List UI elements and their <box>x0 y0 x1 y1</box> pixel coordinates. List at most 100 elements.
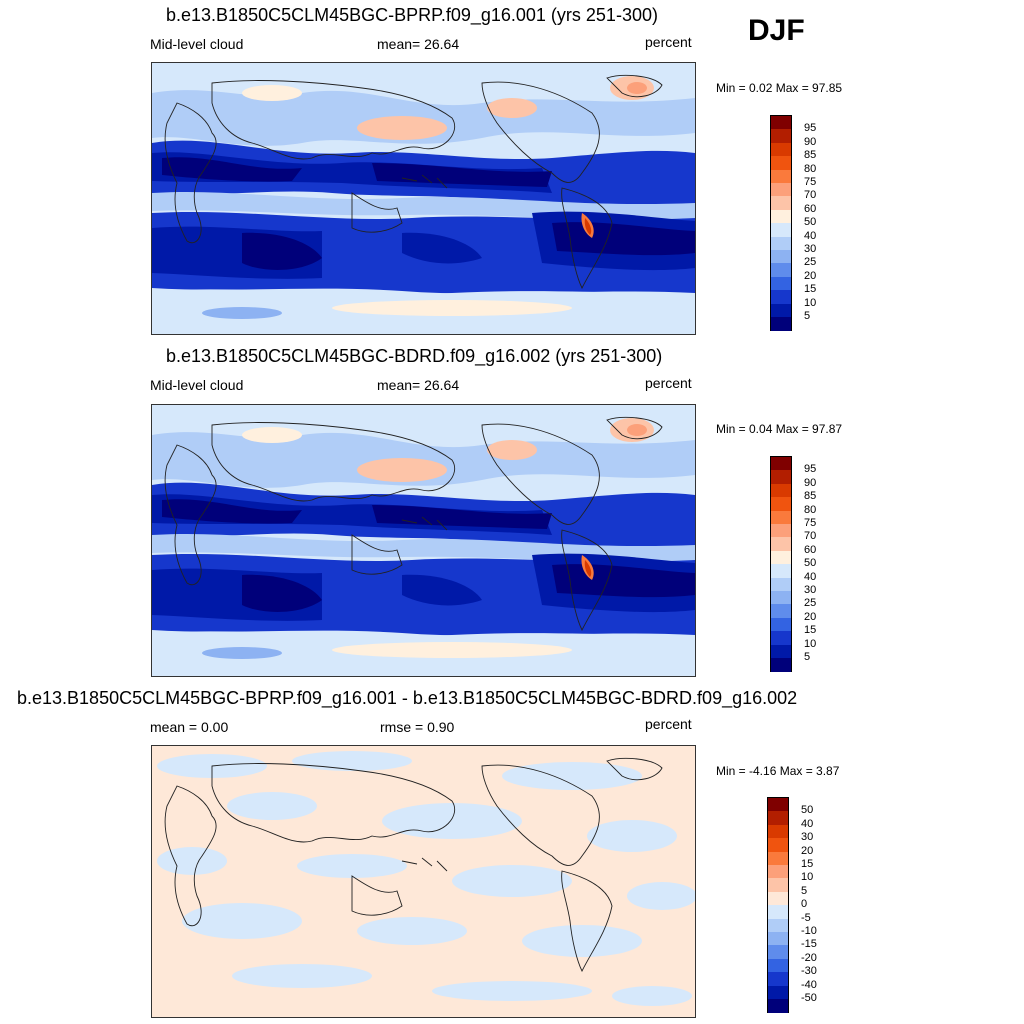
panel-2-colorbar-tick-label: 95 <box>804 463 817 476</box>
panel-1-colorbar-tick-label: 30 <box>804 243 817 255</box>
panel-2-colorbar-swatch <box>771 497 791 512</box>
panel-2-colorbar-swatch <box>771 617 791 632</box>
panel-2-colorbar-tick-label: 25 <box>804 597 817 610</box>
panel-1-variable-label: Mid-level cloud <box>150 36 244 52</box>
panel-2-colorbar-swatch <box>771 564 791 579</box>
panel-3-colorbar-tick-label: 10 <box>801 871 814 884</box>
panel-2-colorbar-tick-label: 5 <box>804 651 811 663</box>
panel-2-colorbar-tick-label: 50 <box>804 557 817 570</box>
panel-2-colorbar-swatch <box>771 591 791 605</box>
panel-1-map <box>151 62 696 335</box>
panel-2-mean-label: mean= 26.64 <box>377 377 460 393</box>
panel-3-colorbar-swatch <box>768 932 788 946</box>
panel-3-colorbar-tick-label: -50 <box>801 992 817 1004</box>
panel-1-colorbar-tick-label: 70 <box>804 189 817 202</box>
panel-2-colorbar-tick-label: 60 <box>804 543 817 556</box>
panel-1-colorbar-tick-label: 10 <box>804 296 817 309</box>
panel-3-colorbar-tick-label: -10 <box>801 925 817 937</box>
panel-1-mean-label: mean= 26.64 <box>377 36 460 52</box>
panel-3-colorbar-swatch <box>768 838 788 853</box>
panel-1-colorbar-tick-label: 85 <box>804 149 817 162</box>
panel-3-minmax: Min = -4.16 Max = 3.87 <box>716 764 840 778</box>
panel-2-colorbar-swatch <box>771 524 791 538</box>
panel-3-colorbar-swatch <box>768 878 788 893</box>
panel-2-variable-label: Mid-level cloud <box>150 377 244 393</box>
panel-1-colorbar-swatch <box>771 169 791 184</box>
panel-1-colorbar-swatch <box>771 303 791 318</box>
panel-2-colorbar-swatch <box>771 644 791 659</box>
panel-2-colorbar-swatch <box>771 550 791 565</box>
panel-3-colorbar-swatch <box>768 811 788 826</box>
panel-2-colorbar-tick-label: 80 <box>804 503 817 516</box>
panel-1-colorbar-swatch <box>771 317 791 331</box>
panel-2-colorbar-tick-label: 20 <box>804 610 817 623</box>
panel-2-colorbar-tick-label: 85 <box>804 490 817 503</box>
panel-3-colorbar-swatch <box>768 945 788 960</box>
panel-3-colorbar-swatch <box>768 905 788 920</box>
panel-3-colorbar-tick-label: 0 <box>801 898 808 911</box>
panel-3-colorbar-tick-label: 50 <box>801 804 814 817</box>
panel-2-title: b.e13.B1850C5CLM45BGC-BDRD.f09_g16.002 (… <box>166 346 663 366</box>
panel-1-colorbar-tick-label: 75 <box>804 176 817 188</box>
panel-3-colorbar-tick-label: -30 <box>801 965 817 978</box>
panel-2-map-field <box>152 405 695 676</box>
panel-3-colorbar-swatch <box>768 798 788 812</box>
panel-1-units-label: percent <box>645 34 692 50</box>
panel-3-colorbar-frame <box>767 797 789 1014</box>
panel-1-colorbar-swatch <box>771 223 791 238</box>
panel-1-colorbar-tick-label: 90 <box>804 135 817 148</box>
panel-2-colorbar-swatch <box>771 483 791 498</box>
panel-3-units-label: percent <box>645 716 692 732</box>
panel-1-colorbar-tick-label: 40 <box>804 229 817 242</box>
panel-3-colorbar-tick-label: 40 <box>801 817 814 830</box>
panel-2-colorbar-swatch <box>771 631 791 646</box>
panel-2-colorbar-tick-label: 15 <box>804 624 817 637</box>
panel-2-colorbar-swatch <box>771 577 791 592</box>
panel-1-colorbar-tick-label: 60 <box>804 202 817 215</box>
panel-1-colorbar-tick-label: 50 <box>804 216 817 229</box>
panel-2-colorbar-tick-label: 70 <box>804 530 817 543</box>
panel-1-colorbar-swatch <box>771 142 791 157</box>
panel-3-rmse-label: rmse = 0.90 <box>380 719 455 735</box>
panel-3-colorbar-tick-label: -40 <box>801 978 817 991</box>
panel-3-colorbar-swatch <box>768 918 788 933</box>
panel-3-colorbar-tick-label: -15 <box>801 938 817 951</box>
panel-2-colorbar-tick-label: 10 <box>804 637 817 650</box>
panel-3-colorbar-swatch <box>768 824 788 839</box>
panel-1-colorbar-swatch <box>771 236 791 251</box>
panel-1-colorbar-swatch <box>771 209 791 224</box>
panel-3-mean-label: mean = 0.00 <box>150 719 229 735</box>
panel-2-colorbar-tick-label: 40 <box>804 570 817 583</box>
panel-2-colorbar-swatch <box>771 470 791 485</box>
season-label: DJF <box>748 14 805 47</box>
panel-1-colorbar-swatch <box>771 276 791 291</box>
panel-1-colorbar-swatch <box>771 250 791 264</box>
panel-2-map <box>151 404 696 677</box>
panel-1-colorbar-tick-label: 95 <box>804 122 817 135</box>
panel-2-colorbar-swatch <box>771 457 791 471</box>
panel-3-colorbar-swatch <box>768 999 788 1013</box>
panel-2-colorbar-swatch <box>771 510 791 525</box>
panel-1-map-field <box>152 63 695 334</box>
panel-3-colorbar-swatch <box>768 865 788 879</box>
panel-1-colorbar-frame <box>770 115 792 332</box>
panel-1-colorbar-tick-label: 5 <box>804 310 811 322</box>
panel-3-colorbar-swatch <box>768 958 788 973</box>
panel-2-units-label: percent <box>645 375 692 391</box>
panel-3-colorbar-tick-label: -20 <box>801 951 817 964</box>
panel-1-colorbar-swatch <box>771 129 791 144</box>
panel-1-colorbar-swatch <box>771 116 791 130</box>
panel-3-title: b.e13.B1850C5CLM45BGC-BPRP.f09_g16.001 -… <box>17 688 798 708</box>
panel-2-colorbar-tick-label: 30 <box>804 584 817 596</box>
panel-3-colorbar-tick-label: 30 <box>801 831 814 844</box>
panel-2-colorbar-swatch <box>771 537 791 552</box>
panel-3-map-field <box>152 746 695 1017</box>
panel-1-colorbar-tick-label: 20 <box>804 269 817 282</box>
panel-1-colorbar-tick-label: 25 <box>804 256 817 269</box>
panel-1-colorbar-swatch <box>771 183 791 197</box>
panel-3-map <box>151 745 696 1018</box>
panel-3-colorbar-swatch <box>768 891 788 906</box>
panel-3-colorbar-swatch <box>768 985 788 1000</box>
panel-3-colorbar-tick-label: -5 <box>801 911 811 924</box>
panel-3-colorbar-tick-label: 5 <box>801 884 808 897</box>
